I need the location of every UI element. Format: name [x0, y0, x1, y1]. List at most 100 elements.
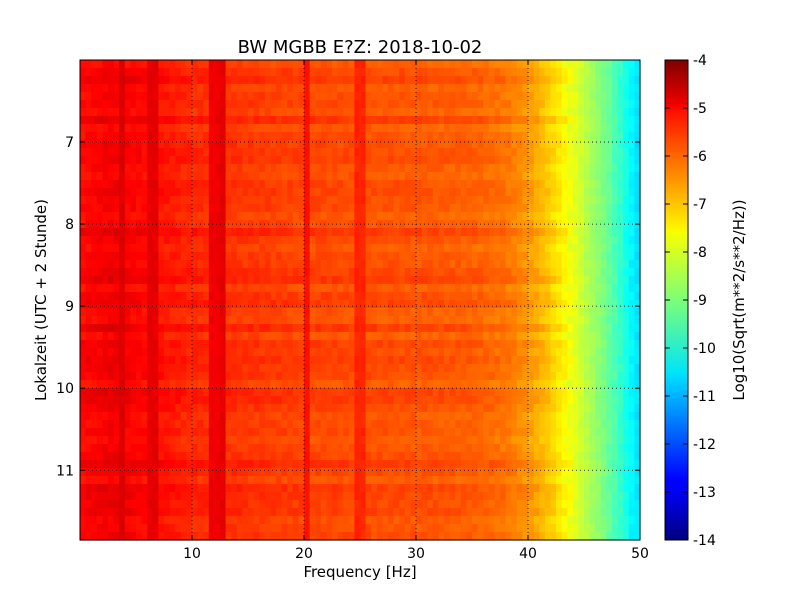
heatmap-cell: [421, 204, 428, 213]
heatmap-cell: [281, 196, 288, 205]
heatmap-cell: [606, 452, 613, 461]
heatmap-cell: [348, 364, 355, 373]
heatmap-cell: [119, 108, 126, 117]
heatmap-cell: [96, 220, 103, 229]
heatmap-cell: [214, 316, 221, 325]
heatmap-cell: [455, 92, 462, 101]
heatmap-cell: [578, 156, 585, 165]
heatmap-cell: [544, 412, 551, 421]
heatmap-cell: [119, 452, 126, 461]
heatmap-cell: [427, 388, 434, 397]
heatmap-cell: [343, 412, 350, 421]
heatmap-cell: [130, 348, 137, 357]
heatmap-cell: [197, 404, 204, 413]
heatmap-cell: [287, 76, 294, 85]
heatmap-cell: [595, 244, 602, 253]
heatmap-cell: [528, 332, 535, 341]
heatmap-cell: [483, 124, 490, 133]
heatmap-cell: [332, 172, 339, 181]
heatmap-cell: [332, 132, 339, 141]
heatmap-cell: [516, 332, 523, 341]
heatmap-cell: [500, 364, 507, 373]
heatmap-cell: [595, 188, 602, 197]
heatmap-cell: [472, 76, 479, 85]
heatmap-cell: [186, 252, 193, 261]
heatmap-cell: [539, 180, 546, 189]
heatmap-cell: [427, 164, 434, 173]
heatmap-cell: [203, 68, 210, 77]
heatmap-cell: [388, 452, 395, 461]
heatmap-cell: [393, 300, 400, 309]
heatmap-cell: [617, 396, 624, 405]
heatmap-cell: [102, 300, 109, 309]
heatmap-cell: [522, 188, 529, 197]
heatmap-cell: [264, 204, 271, 213]
heatmap-cell: [550, 340, 557, 349]
heatmap-cell: [337, 420, 344, 429]
heatmap-cell: [511, 212, 518, 221]
heatmap-cell: [141, 260, 148, 269]
heatmap-cell: [561, 84, 568, 93]
heatmap-cell: [108, 388, 115, 397]
heatmap-cell: [360, 164, 367, 173]
heatmap-cell: [197, 252, 204, 261]
heatmap-cell: [80, 76, 87, 85]
heatmap-cell: [180, 148, 187, 157]
heatmap-cell: [360, 220, 367, 229]
heatmap-cell: [572, 412, 579, 421]
heatmap-cell: [511, 92, 518, 101]
heatmap-cell: [136, 180, 143, 189]
heatmap-cell: [578, 172, 585, 181]
heatmap-cell: [203, 236, 210, 245]
heatmap-cell: [444, 204, 451, 213]
heatmap-cell: [550, 356, 557, 365]
heatmap-cell: [567, 300, 574, 309]
heatmap-cell: [494, 68, 501, 77]
heatmap-cell: [365, 140, 372, 149]
heatmap-cell: [393, 140, 400, 149]
heatmap-cell: [449, 300, 456, 309]
heatmap-cell: [236, 116, 243, 125]
heatmap-cell: [578, 260, 585, 269]
heatmap-cell: [572, 124, 579, 133]
heatmap-cell: [270, 132, 277, 141]
heatmap-cell: [220, 148, 227, 157]
heatmap-cell: [287, 164, 294, 173]
heatmap-cell: [556, 196, 563, 205]
heatmap-cell: [326, 140, 333, 149]
heatmap-cell: [432, 388, 439, 397]
heatmap-cell: [427, 180, 434, 189]
heatmap-cell: [292, 196, 299, 205]
heatmap-cell: [600, 180, 607, 189]
heatmap-cell: [270, 412, 277, 421]
heatmap-cell: [528, 372, 535, 381]
heatmap-cell: [231, 444, 238, 453]
heatmap-cell: [192, 92, 199, 101]
heatmap-cell: [483, 212, 490, 221]
heatmap-cell: [147, 420, 154, 429]
heatmap-cell: [192, 340, 199, 349]
heatmap-cell: [186, 428, 193, 437]
heatmap-cell: [472, 428, 479, 437]
heatmap-cell: [292, 212, 299, 221]
heatmap-cell: [248, 76, 255, 85]
heatmap-cell: [214, 108, 221, 117]
heatmap-cell: [371, 124, 378, 133]
heatmap-cell: [253, 268, 260, 277]
heatmap-cell: [158, 148, 165, 157]
heatmap-cell: [477, 148, 484, 157]
heatmap-cell: [287, 292, 294, 301]
heatmap-cell: [96, 252, 103, 261]
heatmap-cell: [600, 140, 607, 149]
heatmap-cell: [192, 356, 199, 365]
heatmap-cell: [556, 316, 563, 325]
heatmap-cell: [158, 92, 165, 101]
heatmap-cell: [208, 388, 215, 397]
heatmap-cell: [315, 332, 322, 341]
heatmap-cell: [287, 276, 294, 285]
heatmap-cell: [326, 324, 333, 333]
heatmap-cell: [533, 412, 540, 421]
heatmap-cell: [253, 380, 260, 389]
heatmap-cell: [360, 340, 367, 349]
heatmap-cell: [410, 236, 417, 245]
